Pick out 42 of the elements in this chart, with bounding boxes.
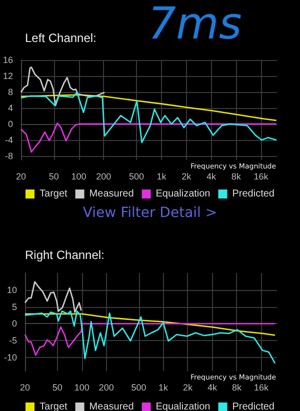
x-tick-label: 50 [52,382,62,392]
chart-title: Left Channel: [25,31,96,45]
x-tick-label: 50 [48,172,59,182]
x-tick-label: 200 [96,172,112,182]
y-tick-label: -10 [4,352,17,362]
y-tick-label: 8 [8,87,14,97]
x-tick-label: 500 [129,172,144,182]
text: View Filter Detail > [82,205,218,221]
legend-label: Predicted [232,188,274,200]
y-tick-label: -4 [4,135,14,145]
x-tick-label: 100 [74,382,90,392]
legend-label: Target [40,188,68,200]
x-tick-label: 200 [98,382,114,392]
legend-label: Measured [89,188,134,200]
x-tick-label: 1k [158,382,168,392]
y-tick-label: 0 [12,318,17,329]
legend-label: Measured [89,402,134,411]
x-tick-label: 20 [20,382,30,392]
y-tick-label: 10 [6,284,17,295]
x-tick-label: 4k [207,382,218,392]
y-tick-label: 5 [12,302,17,312]
x-tick-label: 100 [71,172,86,182]
x-tick-label: 2k [182,172,192,182]
y-tick-label: -5 [8,336,17,346]
x-tick-label: 20 [16,172,26,182]
x-tick-label: 8k [232,382,242,392]
y-tick-label: 4 [8,103,14,113]
x-tick-label: 8k [231,172,242,182]
legend-label: Predicted [232,402,274,411]
y-tick-label: 12 [2,71,14,81]
text: 7ms [148,0,242,50]
x-tick-label: 1k [156,172,167,182]
x-tick-label: 4k [206,172,216,182]
y-tick-label: 16 [2,55,14,65]
x-tick-label: 16k [254,172,269,182]
chart-title: Right Channel: [25,248,104,262]
y-tick-label: 0 [8,119,14,129]
x-tick-label: 2k [182,382,193,392]
x-tick-label: 16k [254,382,269,392]
x-tick-label: 500 [131,382,146,392]
y-tick-label: -8 [4,151,14,161]
legend-label: Equalization [156,188,210,200]
